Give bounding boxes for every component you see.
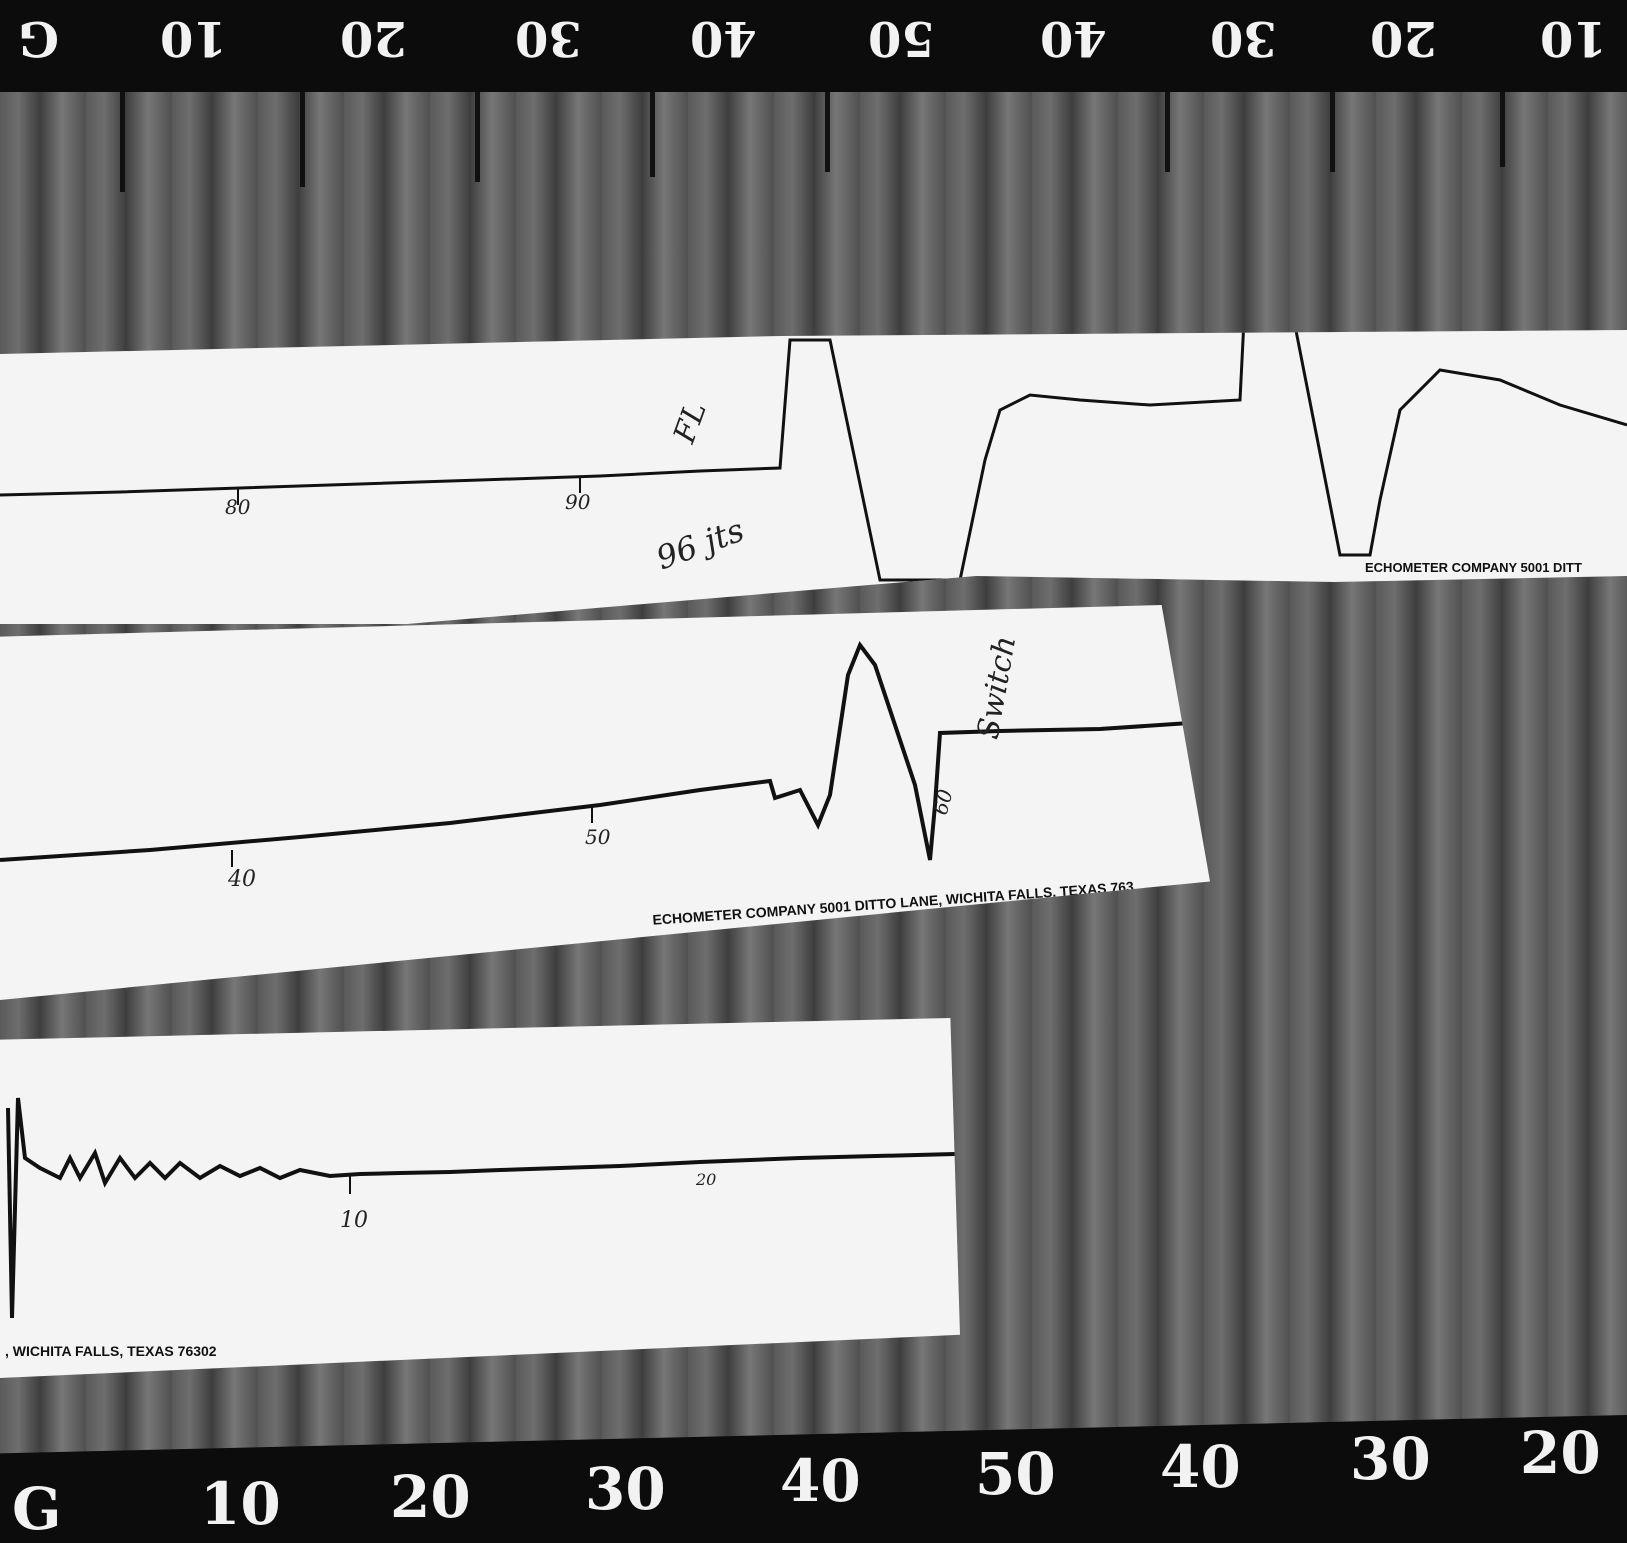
strip-bottom-imprint: , WICHITA FALLS, TEXAS 76302 xyxy=(5,1343,217,1359)
bottom-ruler-label: 30 xyxy=(1350,1425,1431,1493)
ruler-tick xyxy=(120,92,125,192)
ruler-tick xyxy=(475,92,480,182)
top-ruler-label: 30 xyxy=(515,10,582,66)
bottom-ruler-label: 20 xyxy=(1520,1419,1601,1487)
bottom-ruler-label: 40 xyxy=(1160,1433,1241,1501)
ruler-tick xyxy=(300,92,305,187)
strip-top-trace xyxy=(0,330,1627,582)
strip-bottom-trace xyxy=(6,1097,956,1319)
top-ruler-label: 50 xyxy=(868,10,935,66)
top-ruler-label: 40 xyxy=(690,10,757,66)
depth-mark: 40 xyxy=(228,867,256,892)
echometer-strip-top: 80 90 FL 96 jts ECHOMETER COMPANY 5001 D… xyxy=(0,330,1627,624)
ruler-tick xyxy=(650,92,655,177)
bottom-ruler-label: 30 xyxy=(585,1455,666,1523)
depth-mark: 50 xyxy=(585,825,611,849)
top-ruler-label: 10 xyxy=(160,10,227,66)
top-ruler-label: 20 xyxy=(1370,10,1437,66)
ruler-tick xyxy=(1330,92,1335,172)
bottom-ruler-label: 20 xyxy=(390,1463,471,1531)
depth-mark: 80 xyxy=(225,495,251,519)
depth-mark: 10 xyxy=(340,1208,368,1233)
strip-middle-trace xyxy=(0,640,1191,867)
echometer-strip-bottom: 10 20 , WICHITA FALLS, TEXAS 76302 xyxy=(0,1018,960,1378)
top-ruler-label: 10 xyxy=(1540,10,1607,66)
bottom-ruler-label: G xyxy=(12,1475,62,1543)
top-ruler: G 10 20 30 40 50 40 30 20 10 xyxy=(0,0,1627,92)
ruler-tick xyxy=(825,92,830,172)
ruler-tick xyxy=(1500,92,1505,167)
top-ruler-label: 30 xyxy=(1210,10,1277,66)
top-ruler-label: 20 xyxy=(340,10,407,66)
top-ruler-label: G xyxy=(18,10,59,66)
depth-mark: 90 xyxy=(565,490,591,514)
bottom-ruler-label: 40 xyxy=(780,1447,861,1515)
depth-mark: 20 xyxy=(696,1170,717,1189)
bottom-ruler-label: 10 xyxy=(200,1470,281,1538)
bottom-ruler: G 10 20 30 40 50 40 30 20 xyxy=(0,1415,1627,1543)
ruler-tick xyxy=(1165,92,1170,172)
top-ruler-label: 40 xyxy=(1040,10,1107,66)
bottom-ruler-label: 50 xyxy=(975,1440,1056,1508)
strip-top-imprint: ECHOMETER COMPANY 5001 DITT xyxy=(1365,560,1582,575)
